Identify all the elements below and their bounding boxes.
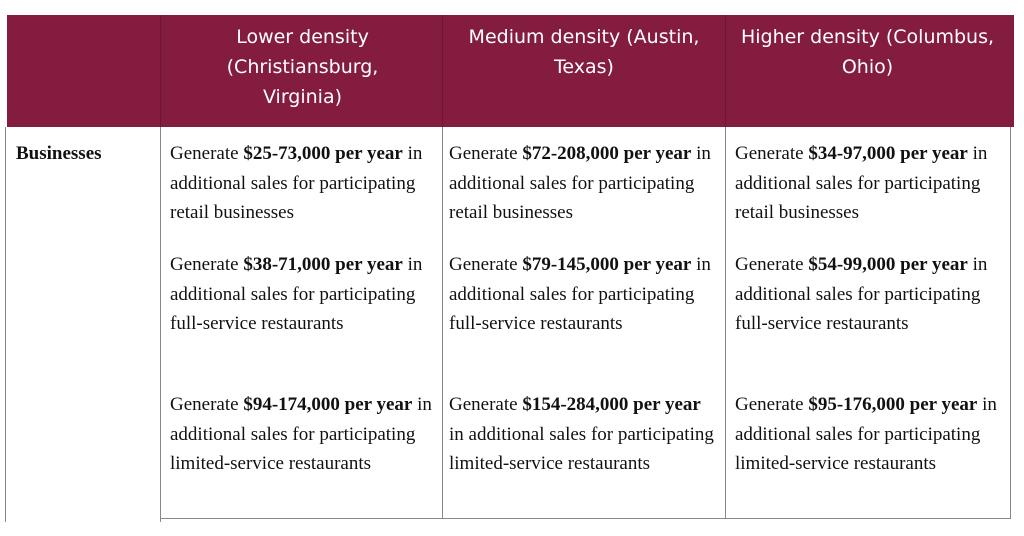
cell-suffix: in additional sales for participating fu… — [449, 254, 711, 334]
business-sales-cell: Generate $34-97,000 per year in addition… — [735, 139, 1005, 228]
cell-suffix: in additional sales for participating re… — [449, 143, 711, 223]
row-label-businesses: Businesses — [16, 143, 102, 164]
header-divider — [725, 15, 726, 127]
business-sales-cell: Generate $54-99,000 per year in addition… — [735, 250, 1005, 339]
table-border — [5, 127, 6, 522]
column-header-medium-density: Medium density (Austin, Texas) — [468, 26, 700, 78]
cell-amount: $38-71,000 per year — [243, 254, 403, 275]
business-sales-cell: Generate $95-176,000 per year in additio… — [735, 390, 1005, 479]
cell-prefix: Generate — [449, 394, 523, 415]
cell-suffix: in additional sales for participating li… — [449, 423, 714, 475]
column-divider — [725, 127, 726, 518]
cell-suffix: in additional sales for participating re… — [170, 143, 423, 223]
column-header-lower-density: Lower density (Christiansburg, Virginia) — [226, 26, 379, 108]
cell-amount: $95-176,000 per year — [808, 394, 978, 415]
header-divider — [160, 15, 161, 127]
column-divider — [442, 127, 443, 518]
cell-amount: $72-208,000 per year — [522, 143, 692, 164]
cell-suffix: in additional sales for participating fu… — [735, 254, 988, 334]
business-sales-cell: Generate $154-284,000 per year in additi… — [449, 390, 719, 479]
business-sales-cell: Generate $94-174,000 per year in additio… — [170, 390, 440, 479]
table-border — [1010, 127, 1011, 518]
cell-amount: $94-174,000 per year — [243, 394, 413, 415]
cell-suffix: in additional sales for participating fu… — [170, 254, 423, 334]
cell-suffix: in additional sales for participating re… — [735, 143, 988, 223]
cell-prefix: Generate — [449, 254, 523, 275]
cell-prefix: Generate — [170, 143, 244, 164]
cell-suffix: in additional sales for participating li… — [735, 394, 997, 474]
cell-prefix: Generate — [170, 394, 244, 415]
row-divider — [160, 518, 1011, 519]
cell-suffix: in additional sales for participating li… — [170, 394, 432, 474]
cell-prefix: Generate — [735, 394, 809, 415]
business-sales-cell: Generate $72-208,000 per year in additio… — [449, 139, 719, 228]
business-sales-cell: Generate $25-73,000 per year in addition… — [170, 139, 440, 228]
cell-amount: $34-97,000 per year — [808, 143, 968, 164]
column-header-higher-density: Higher density (Columbus, Ohio) — [740, 26, 995, 78]
cell-amount: $25-73,000 per year — [243, 143, 403, 164]
table-header — [7, 15, 1014, 127]
cell-prefix: Generate — [735, 143, 809, 164]
business-sales-cell: Generate $38-71,000 per year in addition… — [170, 250, 440, 339]
cell-prefix: Generate — [449, 143, 523, 164]
column-divider — [160, 127, 161, 522]
cell-prefix: Generate — [170, 254, 244, 275]
cell-amount: $154-284,000 per year — [522, 394, 701, 415]
cell-amount: $79-145,000 per year — [522, 254, 692, 275]
header-divider — [442, 15, 443, 127]
cell-prefix: Generate — [735, 254, 809, 275]
cell-amount: $54-99,000 per year — [808, 254, 968, 275]
business-sales-cell: Generate $79-145,000 per year in additio… — [449, 250, 719, 339]
